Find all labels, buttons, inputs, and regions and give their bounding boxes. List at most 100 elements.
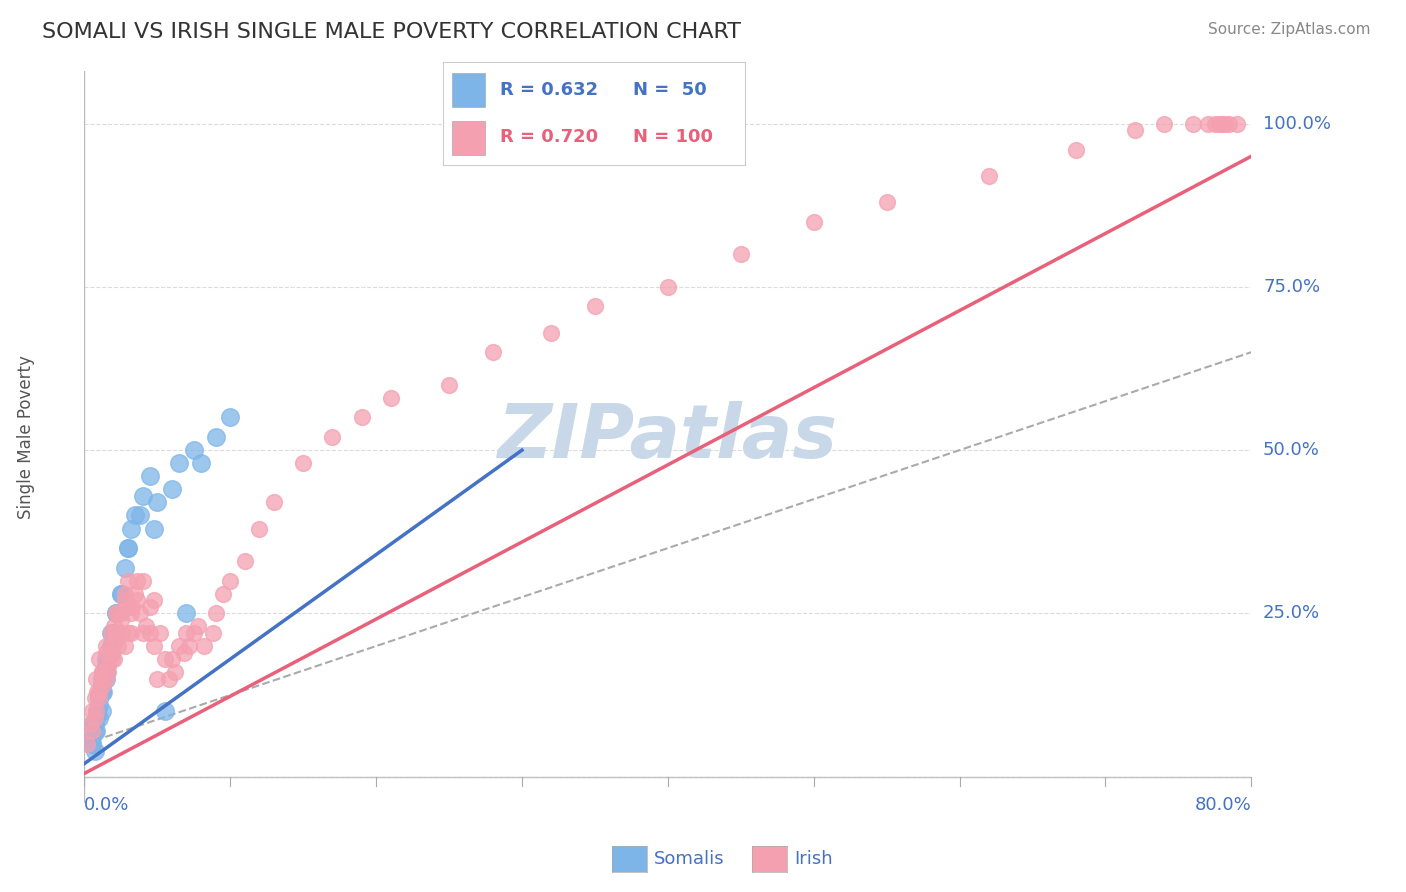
Point — [96, 646, 118, 660]
Point — [84, 705, 107, 719]
Point — [1218, 117, 1240, 131]
Point — [80, 731, 103, 745]
Text: Somalis: Somalis — [654, 850, 724, 868]
Point — [350, 410, 373, 425]
Point — [96, 639, 118, 653]
Point — [139, 469, 162, 483]
Point — [149, 626, 172, 640]
Point — [1211, 117, 1233, 131]
Point — [97, 658, 120, 673]
Point — [90, 672, 112, 686]
Point — [124, 508, 146, 523]
Point — [163, 665, 186, 680]
Point — [125, 574, 148, 588]
Point — [86, 685, 108, 699]
Point — [143, 521, 166, 535]
Text: R = 0.720: R = 0.720 — [501, 128, 599, 146]
Point — [79, 717, 101, 731]
Point — [876, 194, 898, 209]
Point — [86, 705, 108, 719]
Point — [110, 613, 132, 627]
Point — [80, 723, 103, 738]
Point — [179, 639, 201, 653]
Point — [139, 599, 162, 614]
Point — [87, 691, 110, 706]
Point — [96, 672, 118, 686]
Point — [87, 685, 110, 699]
Point — [87, 652, 110, 666]
Point — [117, 574, 139, 588]
Point — [111, 626, 134, 640]
Point — [117, 541, 139, 555]
Point — [219, 410, 242, 425]
Point — [103, 632, 125, 647]
Point — [87, 691, 110, 706]
Point — [121, 599, 143, 614]
Point — [105, 607, 128, 621]
Point — [132, 574, 155, 588]
Point — [82, 717, 104, 731]
Point — [114, 587, 136, 601]
Point — [437, 377, 460, 392]
Point — [103, 626, 125, 640]
Point — [1208, 117, 1230, 131]
Point — [657, 280, 679, 294]
Text: Single Male Poverty: Single Male Poverty — [17, 355, 35, 519]
Text: 80.0%: 80.0% — [1195, 797, 1251, 814]
Point — [90, 678, 112, 692]
Point — [167, 456, 190, 470]
Point — [101, 652, 124, 666]
Point — [183, 443, 205, 458]
Point — [84, 711, 107, 725]
Point — [212, 587, 235, 601]
Text: 50.0%: 50.0% — [1263, 442, 1320, 459]
Point — [157, 672, 180, 686]
Text: Irish: Irish — [794, 850, 832, 868]
Text: Source: ZipAtlas.com: Source: ZipAtlas.com — [1208, 22, 1371, 37]
Point — [540, 326, 562, 340]
Point — [103, 652, 125, 666]
Point — [730, 247, 752, 261]
Point — [146, 672, 169, 686]
Point — [105, 607, 128, 621]
Point — [103, 619, 125, 633]
Point — [90, 685, 112, 699]
Point — [204, 607, 226, 621]
Point — [117, 599, 139, 614]
Point — [1066, 143, 1088, 157]
Point — [97, 665, 120, 680]
Point — [87, 698, 110, 712]
Point — [321, 430, 343, 444]
Point — [91, 678, 114, 692]
Point — [83, 717, 105, 731]
Point — [84, 723, 107, 738]
Point — [124, 587, 146, 601]
Point — [105, 607, 128, 621]
Point — [132, 626, 155, 640]
Point — [143, 593, 166, 607]
Text: R = 0.632: R = 0.632 — [501, 81, 599, 99]
Point — [96, 652, 118, 666]
Point — [201, 626, 224, 640]
Point — [120, 626, 142, 640]
Point — [105, 626, 128, 640]
Point — [76, 737, 98, 751]
Point — [87, 691, 110, 706]
Point — [96, 665, 118, 680]
Point — [96, 658, 118, 673]
Point — [193, 639, 215, 653]
Point — [160, 483, 183, 497]
Point — [90, 665, 112, 680]
Point — [183, 626, 205, 640]
Point — [190, 456, 212, 470]
Point — [107, 607, 129, 621]
Text: ZIPatlas: ZIPatlas — [498, 401, 838, 474]
Text: N =  50: N = 50 — [633, 81, 707, 99]
Point — [87, 711, 110, 725]
Point — [1153, 117, 1175, 131]
Point — [117, 541, 139, 555]
Point — [143, 639, 166, 653]
Point — [114, 593, 136, 607]
Point — [1123, 123, 1146, 137]
Point — [135, 619, 157, 633]
